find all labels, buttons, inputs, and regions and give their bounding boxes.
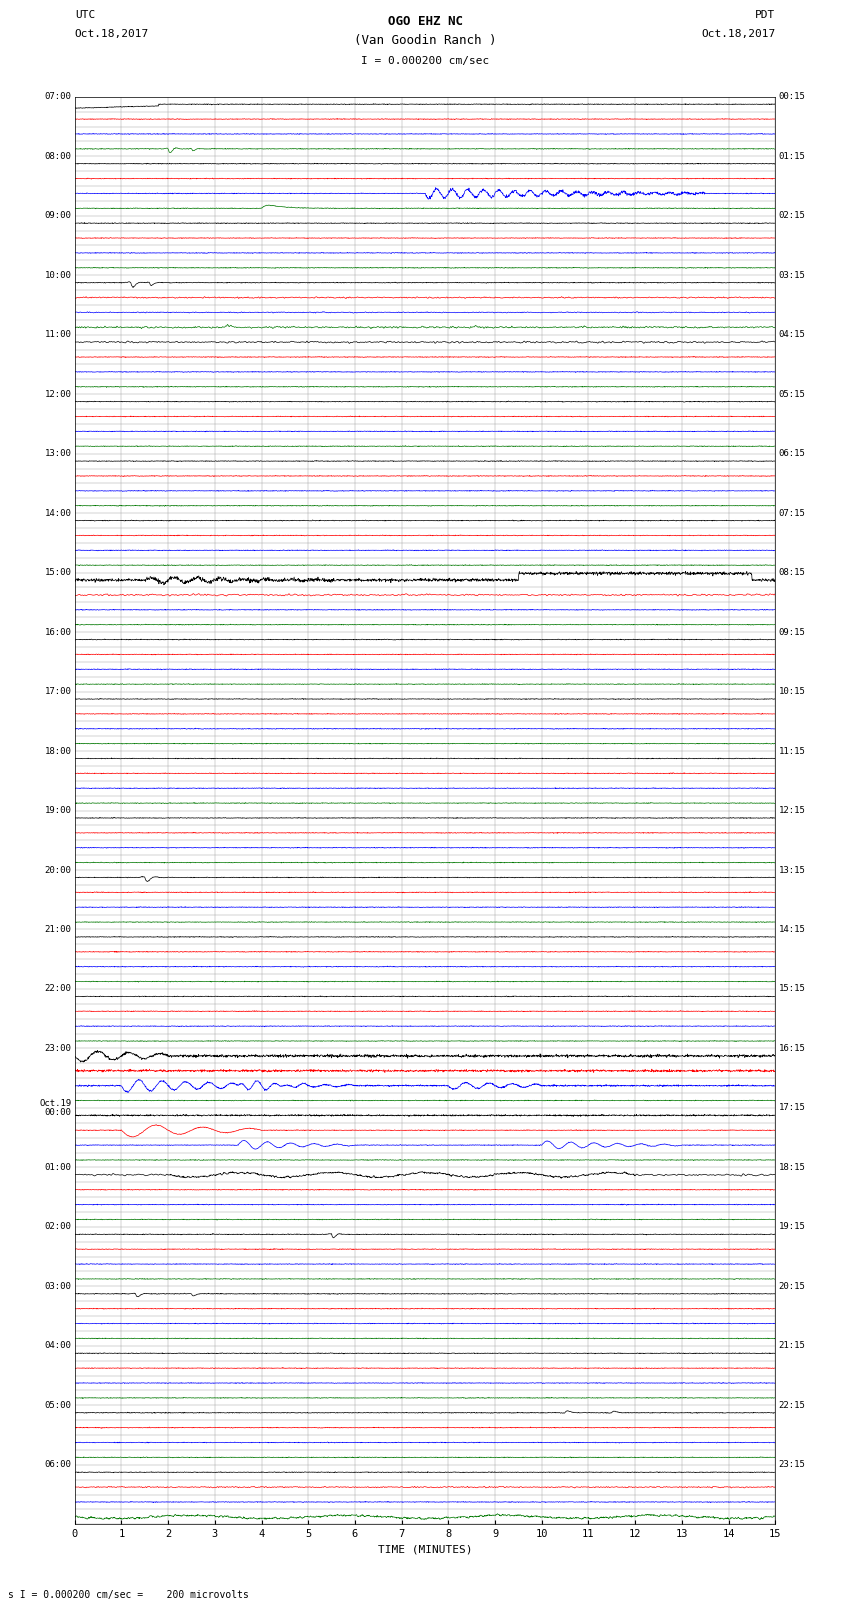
Text: 01:00: 01:00 bbox=[44, 1163, 71, 1173]
Text: 07:15: 07:15 bbox=[779, 508, 806, 518]
Text: 11:15: 11:15 bbox=[779, 747, 806, 755]
Text: 15:15: 15:15 bbox=[779, 984, 806, 994]
Text: PDT: PDT bbox=[755, 10, 775, 19]
Text: OGO EHZ NC: OGO EHZ NC bbox=[388, 15, 462, 27]
Text: 06:00: 06:00 bbox=[44, 1460, 71, 1469]
Text: 10:15: 10:15 bbox=[779, 687, 806, 697]
Text: 21:00: 21:00 bbox=[44, 924, 71, 934]
Text: 08:00: 08:00 bbox=[44, 152, 71, 161]
Text: 18:00: 18:00 bbox=[44, 747, 71, 755]
Text: Oct.18,2017: Oct.18,2017 bbox=[75, 29, 149, 39]
Text: I = 0.000200 cm/sec: I = 0.000200 cm/sec bbox=[361, 56, 489, 66]
Text: 22:00: 22:00 bbox=[44, 984, 71, 994]
Text: 16:00: 16:00 bbox=[44, 627, 71, 637]
Text: 06:15: 06:15 bbox=[779, 448, 806, 458]
Text: 11:00: 11:00 bbox=[44, 331, 71, 339]
Text: Oct.18,2017: Oct.18,2017 bbox=[701, 29, 775, 39]
Text: 09:00: 09:00 bbox=[44, 211, 71, 221]
X-axis label: TIME (MINUTES): TIME (MINUTES) bbox=[377, 1545, 473, 1555]
Text: 05:00: 05:00 bbox=[44, 1400, 71, 1410]
Text: 01:15: 01:15 bbox=[779, 152, 806, 161]
Text: 17:00: 17:00 bbox=[44, 687, 71, 697]
Text: 00:00: 00:00 bbox=[44, 1108, 71, 1118]
Text: 12:00: 12:00 bbox=[44, 390, 71, 398]
Text: 12:15: 12:15 bbox=[779, 806, 806, 815]
Text: 10:00: 10:00 bbox=[44, 271, 71, 279]
Text: UTC: UTC bbox=[75, 10, 95, 19]
Text: 13:00: 13:00 bbox=[44, 448, 71, 458]
Text: 07:00: 07:00 bbox=[44, 92, 71, 102]
Text: s I = 0.000200 cm/sec =    200 microvolts: s I = 0.000200 cm/sec = 200 microvolts bbox=[8, 1590, 249, 1600]
Text: 02:00: 02:00 bbox=[44, 1223, 71, 1231]
Text: 08:15: 08:15 bbox=[779, 568, 806, 577]
Text: 14:00: 14:00 bbox=[44, 508, 71, 518]
Text: 13:15: 13:15 bbox=[779, 866, 806, 874]
Text: 21:15: 21:15 bbox=[779, 1342, 806, 1350]
Text: 19:00: 19:00 bbox=[44, 806, 71, 815]
Text: 03:00: 03:00 bbox=[44, 1282, 71, 1290]
Text: 17:15: 17:15 bbox=[779, 1103, 806, 1113]
Text: 00:15: 00:15 bbox=[779, 92, 806, 102]
Text: 04:15: 04:15 bbox=[779, 331, 806, 339]
Text: 02:15: 02:15 bbox=[779, 211, 806, 221]
Text: 23:15: 23:15 bbox=[779, 1460, 806, 1469]
Text: 23:00: 23:00 bbox=[44, 1044, 71, 1053]
Text: 20:00: 20:00 bbox=[44, 866, 71, 874]
Text: 03:15: 03:15 bbox=[779, 271, 806, 279]
Text: 18:15: 18:15 bbox=[779, 1163, 806, 1173]
Text: 19:15: 19:15 bbox=[779, 1223, 806, 1231]
Text: 04:00: 04:00 bbox=[44, 1342, 71, 1350]
Text: (Van Goodin Ranch ): (Van Goodin Ranch ) bbox=[354, 34, 496, 47]
Text: 16:15: 16:15 bbox=[779, 1044, 806, 1053]
Text: 14:15: 14:15 bbox=[779, 924, 806, 934]
Text: Oct.19: Oct.19 bbox=[39, 1098, 71, 1108]
Text: 05:15: 05:15 bbox=[779, 390, 806, 398]
Text: 15:00: 15:00 bbox=[44, 568, 71, 577]
Text: 20:15: 20:15 bbox=[779, 1282, 806, 1290]
Text: 22:15: 22:15 bbox=[779, 1400, 806, 1410]
Text: 09:15: 09:15 bbox=[779, 627, 806, 637]
